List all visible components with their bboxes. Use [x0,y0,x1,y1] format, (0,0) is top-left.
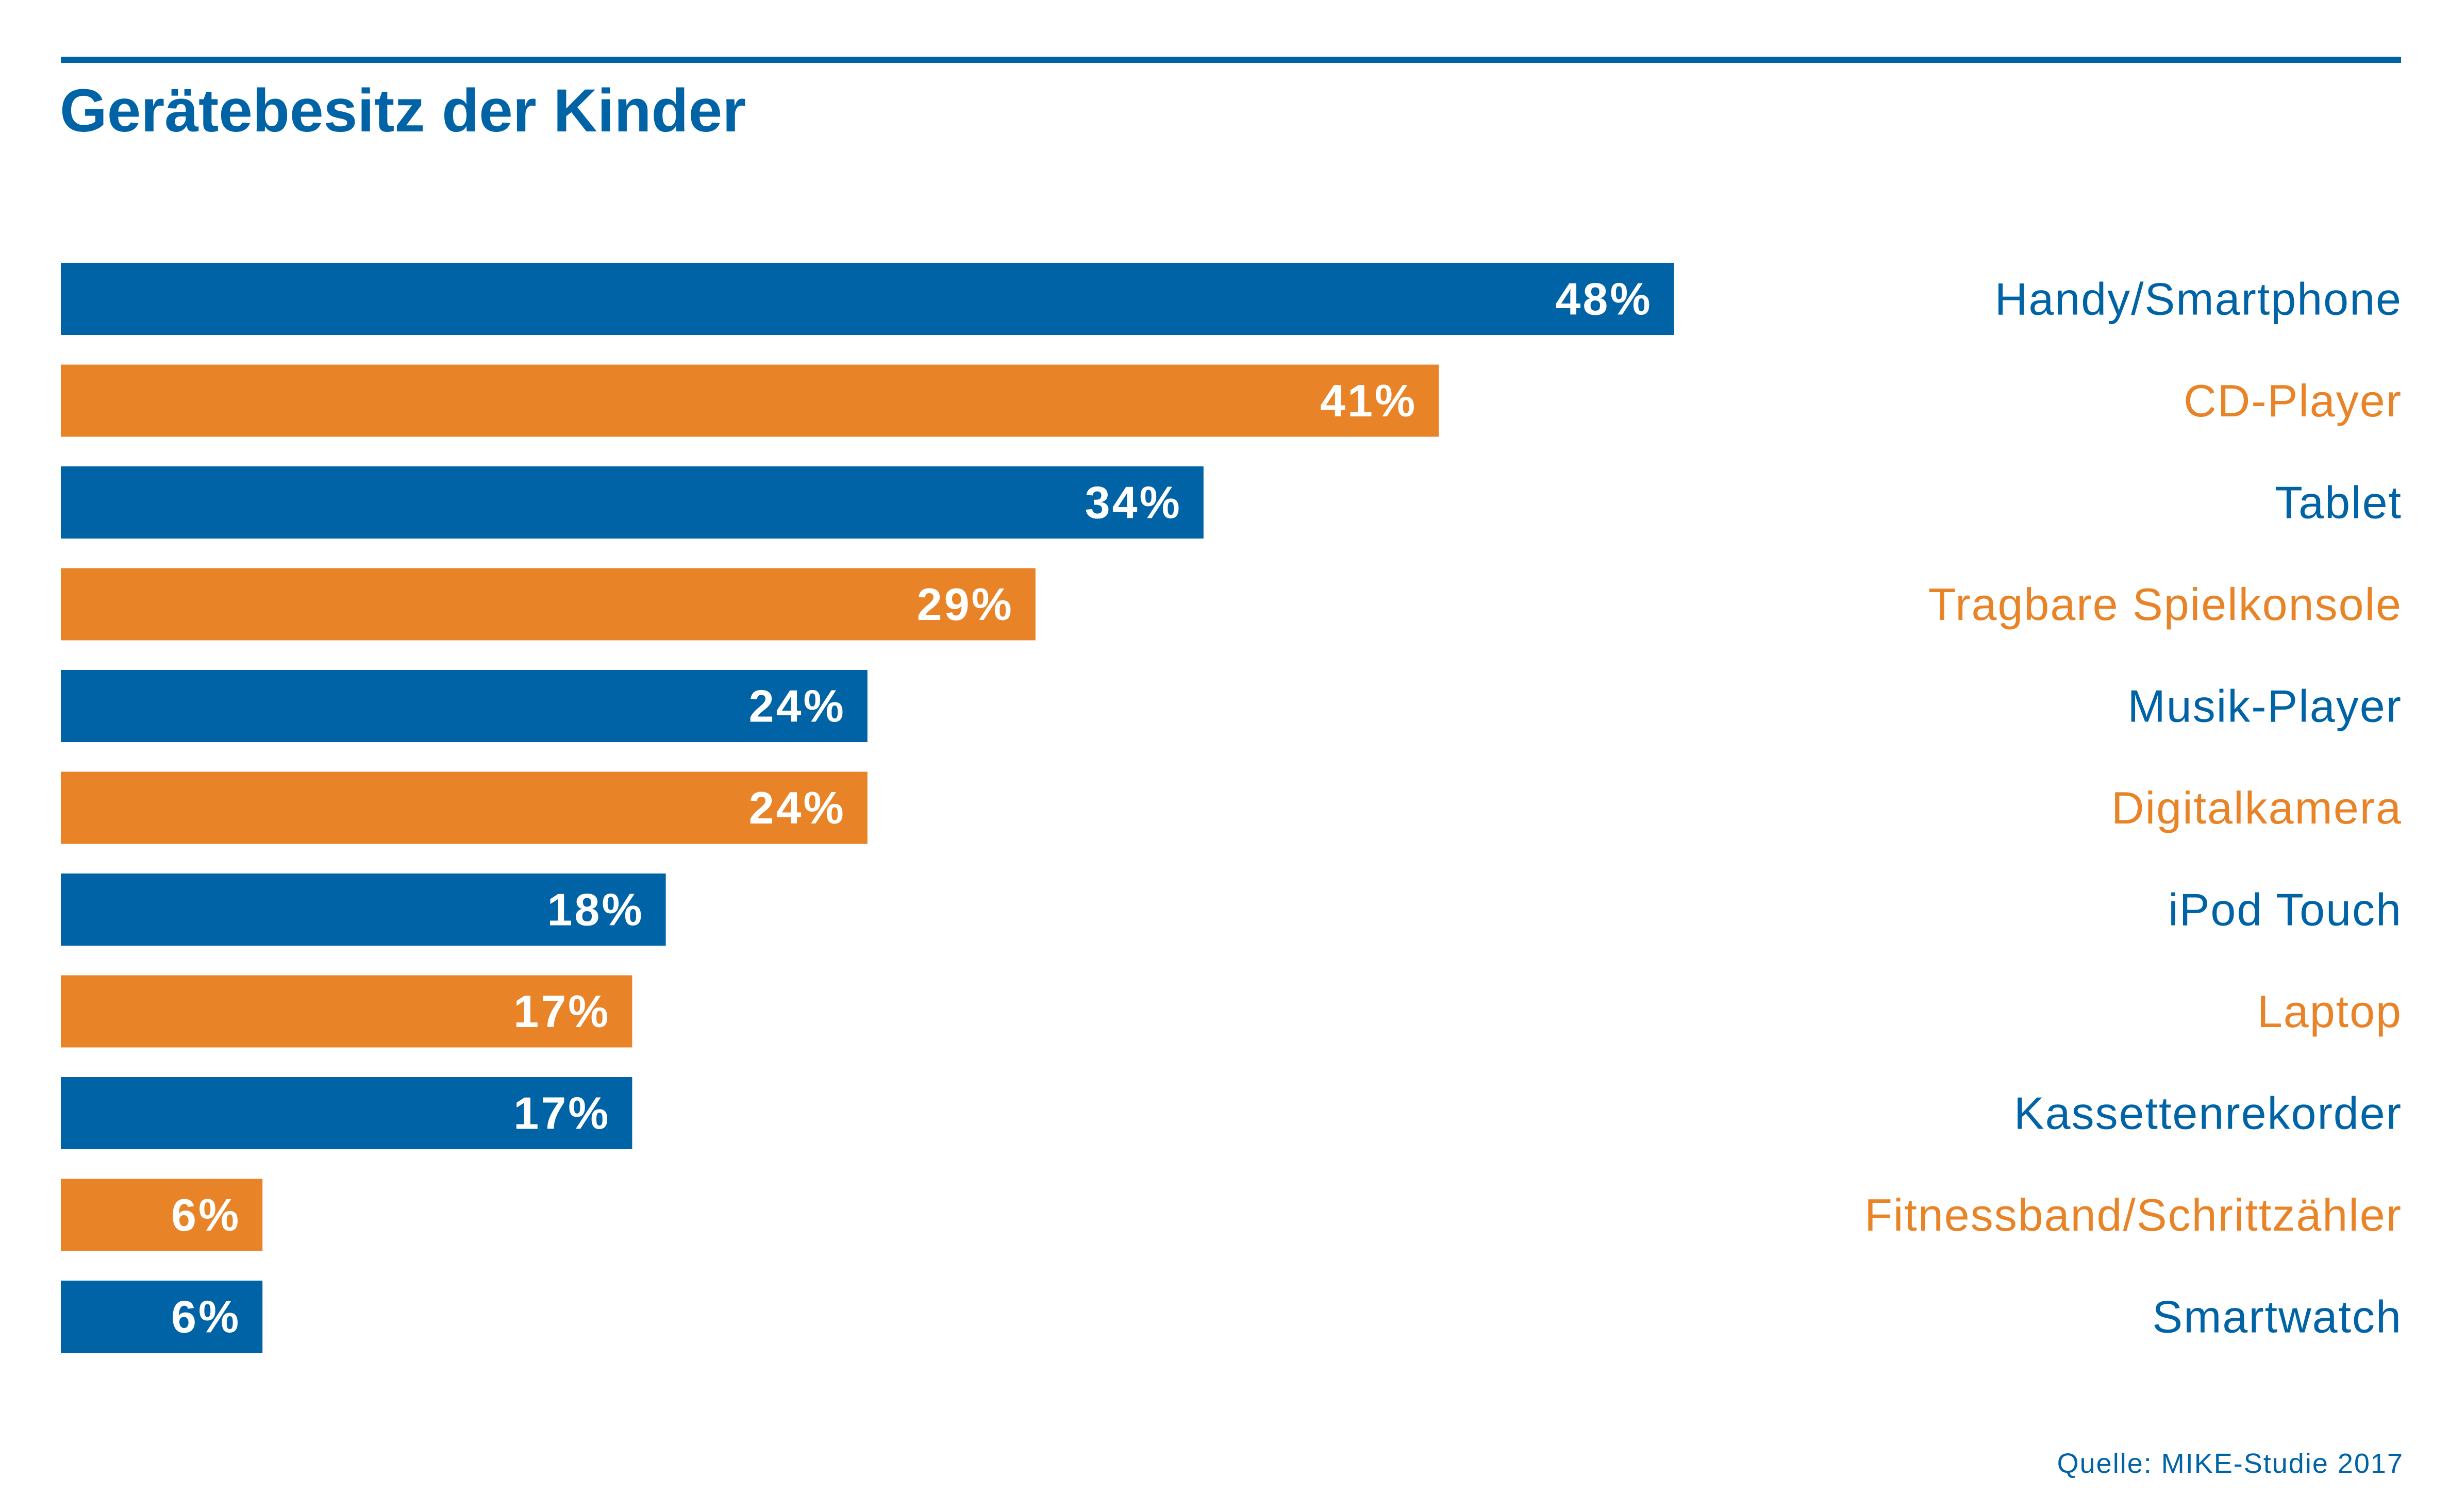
category-label-smartwatch: Smartwatch [2152,1291,2402,1342]
source-note: Quelle: MIKE-Studie 2017 [2057,1448,2404,1479]
bar-handy-smartphone [61,263,1674,335]
value-label-cd-player: 41% [1320,375,1417,426]
category-label-fitnessband-schrittzaehler: Fitnessband/Schrittzähler [1864,1189,2402,1240]
category-label-laptop: Laptop [2257,986,2402,1037]
bar-tragbare-spielkonsole [61,568,1036,641]
category-label-kassettenrekorder: Kassettenrekorder [2014,1088,2402,1139]
value-label-handy-smartphone: 48% [1555,274,1652,325]
value-label-kassettenrekorder: 17% [513,1088,610,1139]
bar-fitnessband-schrittzaehler [61,1179,263,1251]
bar-kassettenrekorder [61,1077,632,1149]
category-label-digitalkamera: Digitalkamera [2111,782,2402,833]
bar-smartwatch [61,1281,263,1353]
category-label-tragbare-spielkonsole: Tragbare Spielkonsole [1928,579,2402,630]
value-label-digitalkamera: 24% [749,782,846,833]
title-rule [61,57,2401,63]
bar-digitalkamera [61,771,868,844]
bar-musik-player [61,670,868,742]
value-label-ipod-touch: 18% [547,884,644,935]
category-label-handy-smartphone: Handy/Smartphone [1995,274,2402,325]
value-label-laptop: 17% [513,986,610,1037]
value-label-tragbare-spielkonsole: 29% [917,579,1014,630]
value-label-fitnessband-schrittzaehler: 6% [171,1189,241,1240]
bar-laptop [61,975,632,1048]
category-label-ipod-touch: iPod Touch [2168,884,2402,935]
value-label-musik-player: 24% [749,681,846,732]
value-label-smartwatch: 6% [171,1291,241,1342]
bar-ipod-touch [61,873,666,946]
category-label-musik-player: Musik-Player [2127,681,2402,732]
chart-title: Gerätebesitz der Kinder [60,77,746,145]
category-label-tablet: Tablet [2275,477,2402,528]
bar-tablet [61,466,1204,539]
value-label-tablet: 34% [1085,477,1182,528]
bar-cd-player [61,364,1439,437]
category-label-cd-player: CD-Player [2184,375,2402,426]
